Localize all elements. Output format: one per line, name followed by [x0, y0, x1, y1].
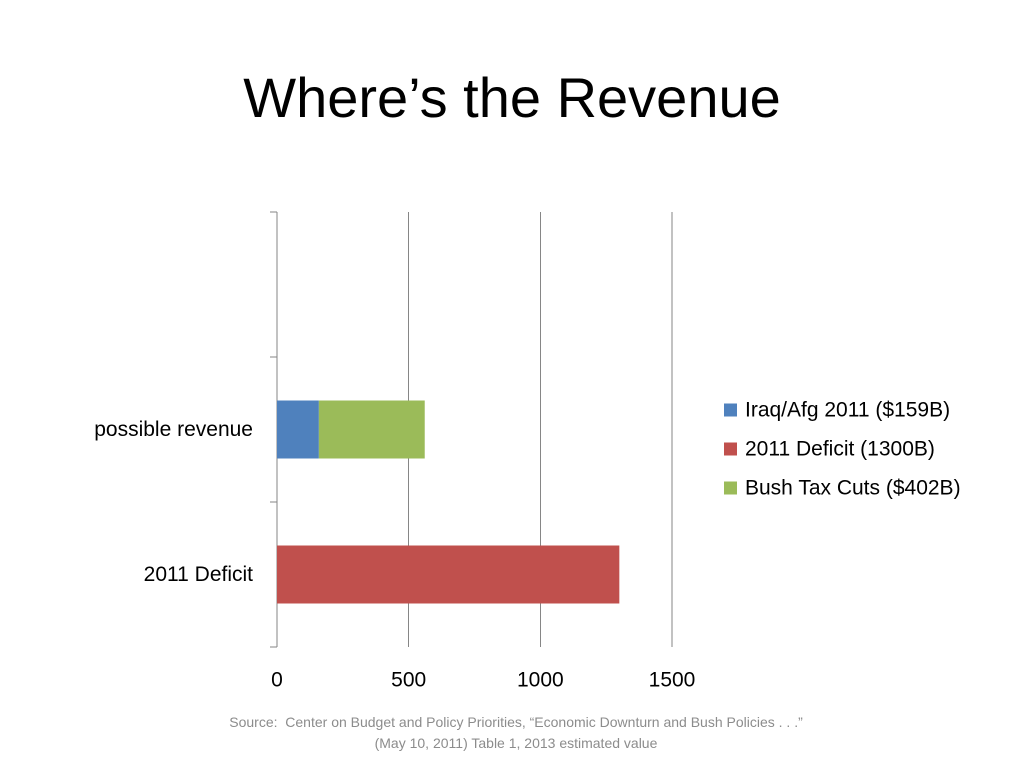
legend: Iraq/Afg 2011 ($159B) 2011 Deficit (1300B…	[724, 399, 961, 500]
bar-segment	[277, 545, 620, 604]
x-tick-label: 0	[271, 669, 283, 692]
slide-title: Where’s the Revenue	[243, 66, 781, 129]
x-tick-label: 1500	[649, 669, 696, 692]
source-line: (May 10, 2011) Table 1, 2013 estimated v…	[374, 735, 658, 751]
bar-segment	[277, 400, 319, 459]
x-tick-label: 500	[391, 669, 426, 692]
source-note: Source: Center on Budget and Policy Prio…	[8, 712, 1024, 754]
legend-label: Iraq/Afg 2011 ($159B)	[745, 399, 950, 422]
axes: 0 500 1000 1500 2011 Deficit possible revenue	[94, 211, 696, 692]
legend-label: Bush Tax Cuts ($402B)	[745, 477, 961, 500]
bars	[277, 400, 620, 604]
legend-swatch	[724, 481, 737, 495]
x-tick-label: 1000	[517, 669, 564, 692]
category-label: 2011 Deficit	[144, 563, 254, 586]
category-label: possible revenue	[94, 418, 253, 441]
legend-label: 2011 Deficit (1300B)	[745, 438, 935, 461]
source-line: Source: Center on Budget and Policy Prio…	[229, 714, 803, 730]
bar-segment	[318, 400, 425, 459]
legend-swatch	[724, 403, 737, 417]
legend-swatch	[724, 442, 737, 456]
